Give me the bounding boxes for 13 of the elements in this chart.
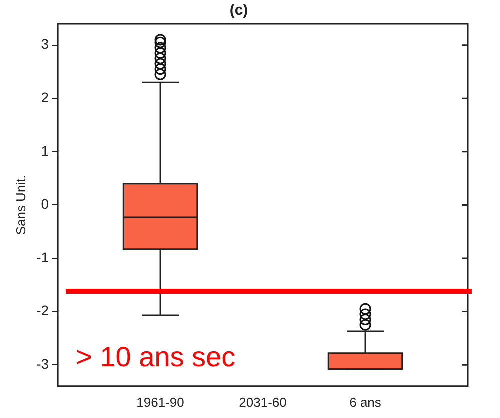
y-tick-label: 0: [41, 196, 50, 212]
y-tick-label: -2: [36, 302, 50, 319]
x-tick-label: 6 ans: [350, 394, 382, 410]
y-tick-label: 2: [41, 89, 50, 106]
ref-line-label: > 10 ans sec: [76, 342, 236, 373]
y-tick-label: -1: [36, 249, 50, 266]
y-tick-label: -3: [36, 356, 50, 372]
chart-title: (c): [230, 2, 248, 20]
y-tick-label: 3: [41, 36, 50, 52]
x-tick-label: 2031-60: [239, 394, 287, 410]
y-tick-label: 1: [41, 142, 50, 159]
y-axis-title: Sans Unit.: [13, 175, 28, 236]
x-tick-label: 1961-90: [136, 394, 184, 410]
